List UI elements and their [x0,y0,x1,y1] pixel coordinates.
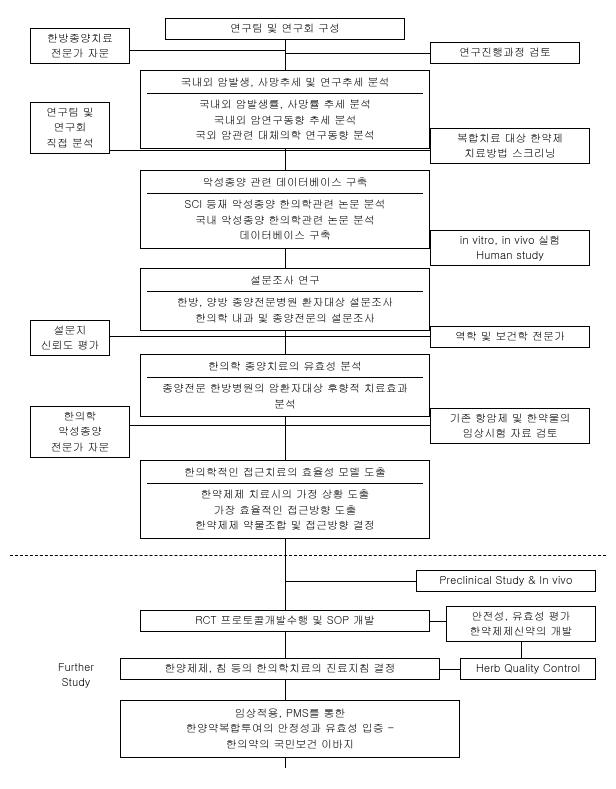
node-right2-text: 복합치료 대상 한약제치료방법 스크리닝 [457,131,563,162]
conn-left1 [130,50,285,51]
node-right1-text: 연구진행과정 검토 [459,45,551,60]
node-c5-body: 종양전문 한방병원의 암환자대상 후향적 치료효과분석 [147,381,423,412]
node-c8: RCT 프로토콜개발수행 및 SOP 개발 [140,610,430,632]
dashed-separator [10,555,606,556]
node-c3-title: 악성종양 관련 데이터베이스 구축 [147,175,423,194]
node-right5: 기존 항암제 및 한약물의임상시험 자료 검토 [430,408,590,444]
conn-right8 [430,621,446,622]
node-c3-body: SCI 등재 악성종양 한의학관련 논문 분석국내 악성종양 한의학관련 논문 … [147,197,423,243]
node-c6-body: 한약제제 치료시의 가정 상황 도출가장 효율적인 접근방향 도출한약제제 약물… [147,487,423,533]
conn-right5 [285,425,430,426]
node-left2: 연구팀 및연구회직접 분석 [30,102,110,154]
node-c2-body: 국내외 암발생률, 사망률 추세 분석국내외 암연구동향 추세 분석국외 암관련… [147,97,423,143]
node-top-text: 연구팀 및 연구회 구성 [230,21,340,36]
node-right3: in vitro, in vivo 실험Human study [430,230,590,266]
node-left5-text: 한의학악성종양전문가 자문 [51,409,110,455]
node-right9-text: Herb Quality Control [476,661,580,676]
further-study-text: FurtherStudy [58,660,94,690]
node-left1: 한방종양치료전문가 자문 [30,28,130,64]
node-left2-text: 연구팀 및연구회직접 분석 [46,105,94,151]
conn-right4 [285,336,430,337]
node-c5-title: 한의학 종양치료의 유효성 분석 [147,359,423,378]
node-c10-text: 임상적용, PMS를 통한한양약복합투여의 안정성과 유효성 입증 -한의약의 … [186,706,395,752]
conn-right3 [285,248,430,249]
node-right8-text: 안전성, 유효성 평가한약제제신약의 개발 [470,609,573,640]
flowchart-canvas: 연구팀 및 연구회 구성 한방종양치료전문가 자문 연구진행과정 검토 국내외 … [10,10,606,779]
conn-right2 [285,150,430,151]
conn-left4 [110,336,285,337]
node-left5: 한의학악성종양전문가 자문 [30,406,130,458]
conn-right8-9 [521,642,522,658]
node-right2: 복합치료 대상 한약제치료방법 스크리닝 [430,128,590,164]
node-right8: 안전성, 유효성 평가한약제제신약의 개발 [446,606,596,642]
node-right4-text: 역학 및 보건학 전문가 [455,329,565,344]
node-c2: 국내외 암발생, 사망추세 및 연구추세 분석 국내외 암발생률, 사망률 추세… [140,70,430,149]
node-c8-text: RCT 프로토콜개발수행 및 SOP 개발 [195,613,375,628]
node-c3: 악성종양 관련 데이터베이스 구축 SCI 등재 악성종양 한의학관련 논문 분… [140,170,430,249]
node-c5: 한의학 종양치료의 유효성 분석 종양전문 한방병원의 암환자대상 후향적 치료… [140,354,430,417]
node-c2-title: 국내외 암발생, 사망추세 및 연구추세 분석 [147,75,423,94]
conn-right9 [440,669,460,670]
node-left4: 설문지신뢰도 평가 [30,320,110,356]
node-c4-title: 설문조사 연구 [147,273,423,292]
node-left1-text: 한방종양치료전문가 자문 [47,31,113,62]
node-right9: Herb Quality Control [460,658,596,680]
node-right3-text: in vitro, in vivo 실험Human study [460,233,561,264]
conn-left5 [130,425,285,426]
node-left4-text: 설문지신뢰도 평가 [41,323,100,354]
node-c9: 한양제제, 침 등의 한의학치료의 진료지침 결정 [120,658,440,680]
conn-right1 [285,53,430,54]
conn-left2 [110,150,285,151]
node-c10: 임상적용, PMS를 통한한양약복합투여의 안정성과 유효성 입증 -한의약의 … [120,700,460,758]
node-right7-text: Preclinical Study & In vivo [439,573,572,588]
further-study-label: FurtherStudy [46,660,106,690]
node-right1: 연구진행과정 검토 [430,42,580,64]
conn-right7 [285,581,416,582]
node-c6: 한의학적인 접근치료의 효율성 모델 도출 한약제제 치료시의 가정 상황 도출… [140,460,430,539]
node-c4: 설문조사 연구 한방, 양방 종양전문병원 환자대상 설문조사한의학 내과 및 … [140,268,430,331]
node-right5-text: 기존 항암제 및 한약물의임상시험 자료 검토 [450,411,571,442]
node-c6-title: 한의학적인 접근치료의 효율성 모델 도출 [147,465,423,484]
node-c4-body: 한방, 양방 종양전문병원 환자대상 설문조사한의학 내과 및 종양전문의 설문… [147,295,423,326]
node-right7: Preclinical Study & In vivo [416,570,596,592]
node-top: 연구팀 및 연구회 구성 [165,18,405,40]
node-right4: 역학 및 보건학 전문가 [430,326,590,348]
node-c9-text: 한양제제, 침 등의 한의학치료의 진료지침 결정 [165,661,396,676]
